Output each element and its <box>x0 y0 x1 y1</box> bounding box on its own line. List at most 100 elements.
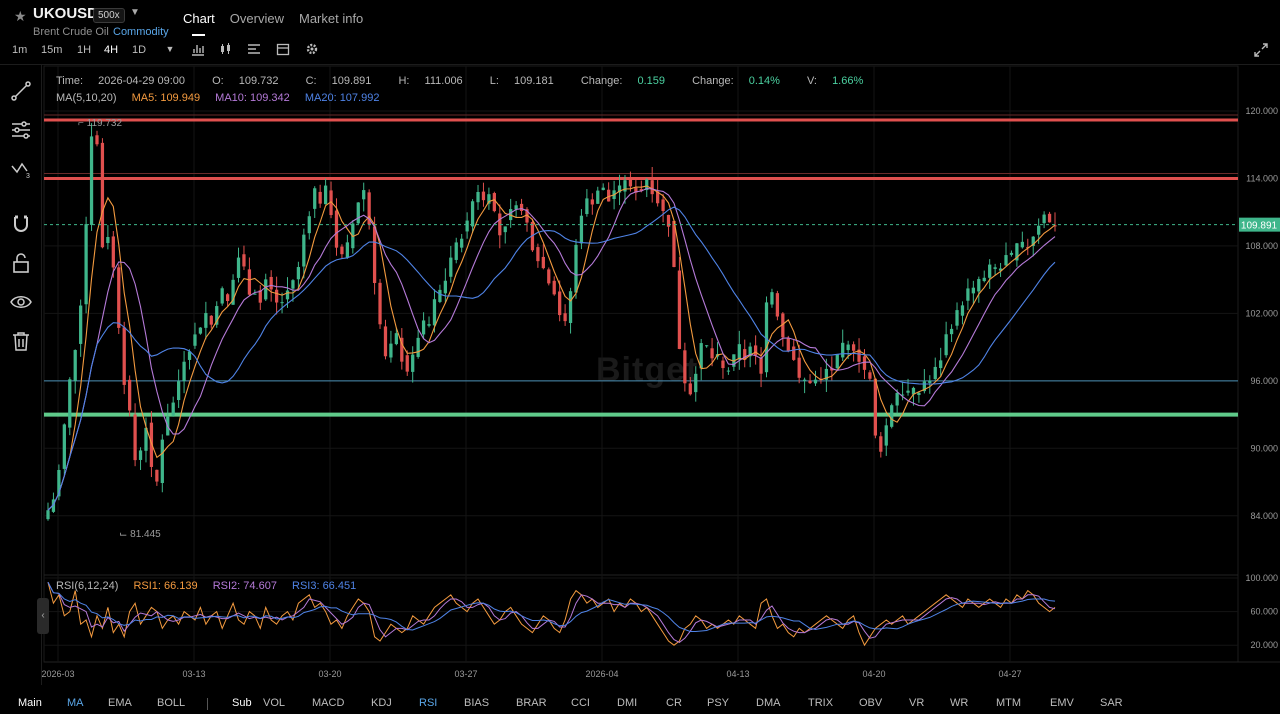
candle-body <box>786 338 790 351</box>
trendline-tool-icon[interactable] <box>10 80 32 102</box>
candle-body <box>558 291 562 316</box>
indicator-ma[interactable]: MA <box>67 697 84 709</box>
indicator-brar[interactable]: BRAR <box>516 697 547 709</box>
candle-body <box>138 450 143 460</box>
candle-body <box>416 337 420 357</box>
x-tick-label: 04-20 <box>862 669 885 679</box>
indicator-cci[interactable]: CCI <box>571 697 590 709</box>
price-tick-label: 114.000 <box>1246 173 1278 183</box>
candle-body <box>367 192 371 225</box>
indicator-cr[interactable]: CR <box>666 697 682 709</box>
indicator-boll[interactable]: BOLL <box>157 697 186 709</box>
pattern-tool-icon[interactable]: 3 <box>10 158 32 180</box>
candle-body <box>884 425 888 446</box>
rsi2-value: RSI2: 74.607 <box>212 580 277 592</box>
symbol-name[interactable]: UKOUSD <box>33 5 99 22</box>
candle-body <box>895 393 899 406</box>
timeframe-15m[interactable]: 15m <box>41 44 63 56</box>
candle-body <box>911 387 916 395</box>
indicator-rsi[interactable]: RSI <box>419 697 438 709</box>
candle-body <box>797 357 801 378</box>
candle-body <box>873 378 878 436</box>
change-pct-value: 0.14% <box>748 75 780 87</box>
candle-body <box>585 198 589 215</box>
candle-body <box>481 191 486 201</box>
candle-body <box>802 379 807 381</box>
candle-body <box>775 293 780 317</box>
settings-list-icon[interactable] <box>247 42 261 56</box>
indicator-obv[interactable]: OBV <box>859 697 883 709</box>
collapse-panel-icon[interactable]: ‹ <box>37 598 49 634</box>
indicator-sar[interactable]: SAR <box>1100 697 1123 709</box>
indicator-dmi[interactable]: DMI <box>617 697 638 709</box>
candle-body <box>563 313 567 322</box>
indicator-vr[interactable]: VR <box>909 697 925 709</box>
price-tick-label: 108.000 <box>1245 241 1278 251</box>
candle-body <box>639 189 643 192</box>
calendar-icon[interactable] <box>276 42 290 56</box>
indicator-vol[interactable]: VOL <box>263 697 286 709</box>
tab-market-info[interactable]: Market info <box>298 11 364 26</box>
candle-type-icon[interactable] <box>219 42 233 56</box>
indicator-emv[interactable]: EMV <box>1050 697 1074 709</box>
timeframe-4h[interactable]: 4H <box>104 44 119 56</box>
rsi-tick-label: 100.000 <box>1245 573 1278 583</box>
candle-body <box>193 334 197 346</box>
magnet-icon[interactable] <box>10 213 32 235</box>
candle-body <box>770 292 774 305</box>
ma20-line <box>47 206 1056 511</box>
candle-body <box>487 194 491 204</box>
indicator-mtm[interactable]: MTM <box>996 697 1022 709</box>
eye-icon[interactable] <box>10 291 32 313</box>
candle-body <box>998 268 1003 271</box>
symbol-dropdown-icon[interactable]: ▼ <box>130 7 140 18</box>
sub-label: Sub <box>232 697 252 709</box>
indicator-dma[interactable]: DMA <box>756 697 781 709</box>
indicator-ema[interactable]: EMA <box>108 697 132 709</box>
fullscreen-icon[interactable] <box>1254 43 1268 57</box>
candle-body <box>253 293 257 295</box>
candle-body <box>111 236 115 268</box>
timeframe-1h[interactable]: 1H <box>77 44 92 56</box>
candle-body <box>106 237 110 244</box>
x-tick-label: 2026-04 <box>585 669 618 679</box>
trash-icon[interactable] <box>10 330 32 352</box>
favorite-star-icon[interactable]: ★ <box>14 8 27 24</box>
candle-body <box>117 267 121 328</box>
candle-body <box>460 238 464 248</box>
indicator-bias[interactable]: BIAS <box>464 697 490 709</box>
indicator-psy[interactable]: PSY <box>707 697 730 709</box>
candle-body <box>677 270 682 349</box>
fib-tool-icon[interactable] <box>10 119 32 141</box>
candle-body <box>590 199 594 205</box>
candle-body <box>1015 243 1019 261</box>
timeframe-dropdown-icon[interactable]: ▼ <box>165 44 175 54</box>
ma5-line <box>47 185 1056 511</box>
candle-body <box>666 214 671 227</box>
x-tick-label: 03-20 <box>318 669 341 679</box>
candle-body <box>454 242 458 260</box>
tab-overview[interactable]: Overview <box>229 11 284 26</box>
timeframe-1d[interactable]: 1D <box>132 44 147 56</box>
candle-body <box>427 324 431 326</box>
candle-body <box>966 288 970 301</box>
indicator-kdj[interactable]: KDJ <box>371 697 392 709</box>
indicator-wr[interactable]: WR <box>950 697 969 709</box>
candle-body <box>841 342 845 358</box>
candle-body <box>73 350 77 381</box>
tab-chart[interactable]: Chart <box>183 11 215 36</box>
indicator-trix[interactable]: TRIX <box>808 697 834 709</box>
candle-body <box>133 414 137 461</box>
lock-icon[interactable] <box>10 252 32 274</box>
candle-body <box>683 350 687 384</box>
x-tick-label: 2026-03 <box>41 669 74 679</box>
gear-icon[interactable] <box>305 42 319 56</box>
candle-body <box>879 436 883 452</box>
category-link[interactable]: Commodity <box>113 26 169 38</box>
candle-body <box>726 370 731 372</box>
timeframe-1m[interactable]: 1m <box>12 44 28 56</box>
indicator-icon[interactable] <box>191 42 205 56</box>
indicator-macd[interactable]: MACD <box>312 697 345 709</box>
candle-body <box>634 187 638 193</box>
